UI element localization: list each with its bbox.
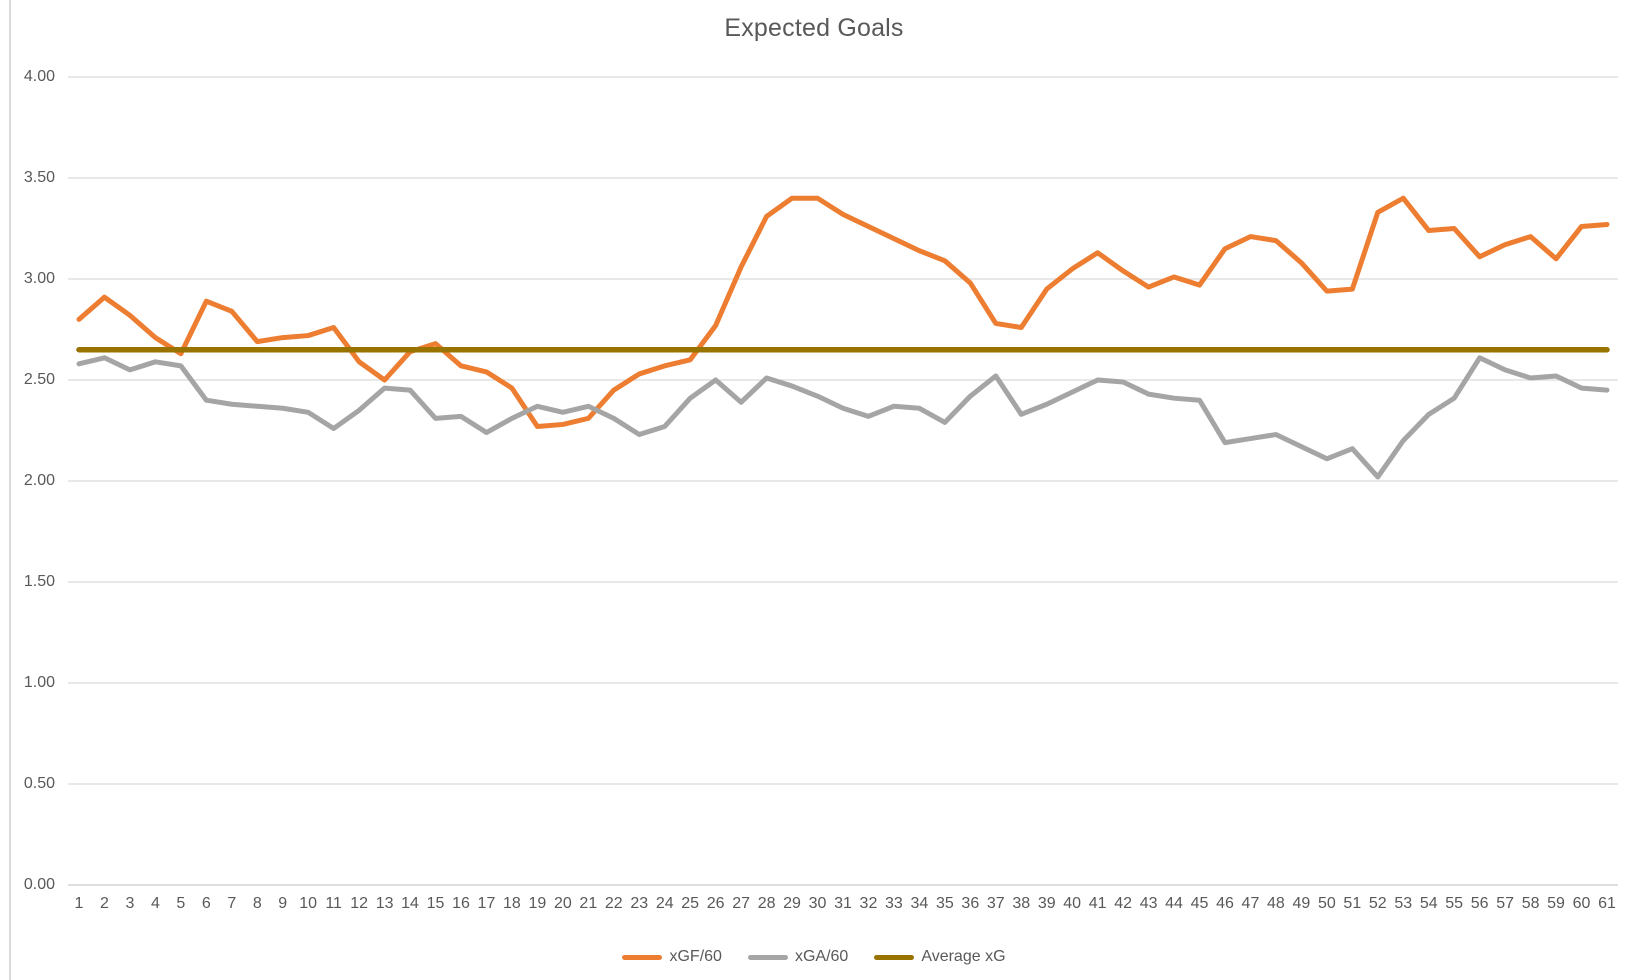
x-axis-tick-label: 50 <box>1317 895 1336 912</box>
x-axis-tick-label: 36 <box>961 895 980 912</box>
legend-swatch-average-xg <box>874 954 915 960</box>
x-axis-tick-label: 11 <box>325 895 342 912</box>
y-axis-tick-label: 0.50 <box>23 775 55 792</box>
gridlines <box>68 76 1618 886</box>
x-axis-tick-label: 33 <box>885 895 903 912</box>
x-axis-tick-label: 20 <box>553 895 572 912</box>
y-axis-tick-label: 4.00 <box>23 68 55 85</box>
x-axis-tick-label: 10 <box>299 895 318 912</box>
x-axis-tick-label: 24 <box>655 895 674 912</box>
x-axis-tick-label: 40 <box>1063 895 1082 912</box>
x-axis-tick-label: 14 <box>401 895 419 912</box>
x-axis-tick-label: 28 <box>757 895 776 912</box>
y-axis-tick-label: 1.50 <box>23 573 55 590</box>
y-axis-tick-label: 3.00 <box>23 270 55 287</box>
legend-swatch-xga-60 <box>747 954 788 960</box>
x-axis-tick-label: 23 <box>630 895 649 912</box>
y-axis-tick-label: 3.50 <box>23 169 55 186</box>
x-axis-tick-label: 17 <box>477 895 496 912</box>
x-axis-tick-label: 32 <box>859 895 878 912</box>
x-axis-tick-label: 48 <box>1267 895 1285 912</box>
x-axis-tick-label: 51 <box>1343 895 1362 912</box>
x-axis-tick-label: 43 <box>1139 895 1158 912</box>
sheet-left-border <box>9 0 11 980</box>
x-axis-tick-label: 56 <box>1470 895 1489 912</box>
x-axis-tick-label: 18 <box>503 895 521 912</box>
legend-label: Average xG <box>921 948 1006 965</box>
x-axis-tick-label: 55 <box>1445 895 1464 912</box>
x-axis-tick-label: 31 <box>834 895 852 912</box>
x-axis-tick-label: 1 <box>74 895 84 912</box>
x-axis-tick-label: 26 <box>706 895 725 912</box>
y-axis-tick-label: 2.50 <box>23 371 55 388</box>
x-axis-tick-label: 52 <box>1368 895 1387 912</box>
x-axis-tick-label: 13 <box>375 895 394 912</box>
x-axis-tick-label: 25 <box>681 895 700 912</box>
xga-60-line <box>76 355 1610 480</box>
legend-item-average-xg: Average xG <box>874 948 1006 966</box>
series-lines <box>76 195 1610 480</box>
x-axis-tick-label: 12 <box>350 895 369 912</box>
legend-item-xgf-60: xGF/60 <box>622 948 722 966</box>
x-axis-tick-label: 19 <box>528 895 547 912</box>
x-axis-tick-label: 34 <box>910 895 929 912</box>
x-axis-tick-label: 47 <box>1241 895 1260 912</box>
x-axis-tick-label: 5 <box>176 895 186 912</box>
y-axis-tick-label: 0.00 <box>23 876 55 893</box>
legend: xGF/60 xGA/60 Average xG <box>0 944 1628 970</box>
x-axis-tick-label: 3 <box>125 895 135 912</box>
x-axis-tick-label: 41 <box>1088 895 1107 912</box>
y-axis-tick-label: 2.00 <box>23 472 55 489</box>
x-axis-tick-label: 44 <box>1165 895 1183 912</box>
x-axis-tick-label: 21 <box>579 895 598 912</box>
x-axis-tick-label: 61 <box>1598 895 1616 912</box>
x-axis-tick-label: 59 <box>1547 895 1565 912</box>
x-axis-tick-label: 60 <box>1572 895 1591 912</box>
x-axis-tick-label: 16 <box>452 895 470 912</box>
x-axis-tick-label: 58 <box>1521 895 1540 912</box>
x-axis-tick-label: 2 <box>100 895 109 912</box>
x-axis-tick-label: 8 <box>252 895 262 912</box>
x-axis-tick-label: 38 <box>1012 895 1031 912</box>
legend-item-xga-60: xGA/60 <box>747 948 849 966</box>
chart-title: Expected Goals <box>724 14 904 42</box>
x-axis-tick-label: 35 <box>935 895 954 912</box>
x-axis-tick-label: 45 <box>1190 895 1209 912</box>
x-axis-tick-label: 7 <box>227 895 237 912</box>
x-axis-tick-label: 27 <box>732 895 751 912</box>
x-axis-tick-label: 57 <box>1496 895 1515 912</box>
x-axis-tick-label: 6 <box>201 895 211 912</box>
x-axis-tick-label: 42 <box>1114 895 1133 912</box>
legend-label: xGF/60 <box>669 948 722 965</box>
xgf-60-line <box>76 195 1610 429</box>
x-axis-tick-label: 15 <box>426 895 445 912</box>
legend-swatch-xgf-60 <box>622 954 663 960</box>
x-axis-tick-label: 54 <box>1419 895 1438 912</box>
x-axis-tick-label: 9 <box>278 895 288 912</box>
x-axis-tick-label: 29 <box>783 895 801 912</box>
x-axis-tick-label: 53 <box>1394 895 1413 912</box>
x-axis-tick-label: 22 <box>604 895 623 912</box>
y-axis-tick-label: 1.00 <box>23 674 55 691</box>
legend-label: xGA/60 <box>794 948 849 965</box>
x-axis-tick-label: 46 <box>1216 895 1234 912</box>
x-axis-tick-label: 30 <box>808 895 827 912</box>
x-axis-tick-label: 4 <box>150 895 160 912</box>
x-axis-tick-label: 49 <box>1292 895 1311 912</box>
x-axis-tick-label: 37 <box>986 895 1005 912</box>
x-axis-tick-label: 39 <box>1037 895 1056 912</box>
